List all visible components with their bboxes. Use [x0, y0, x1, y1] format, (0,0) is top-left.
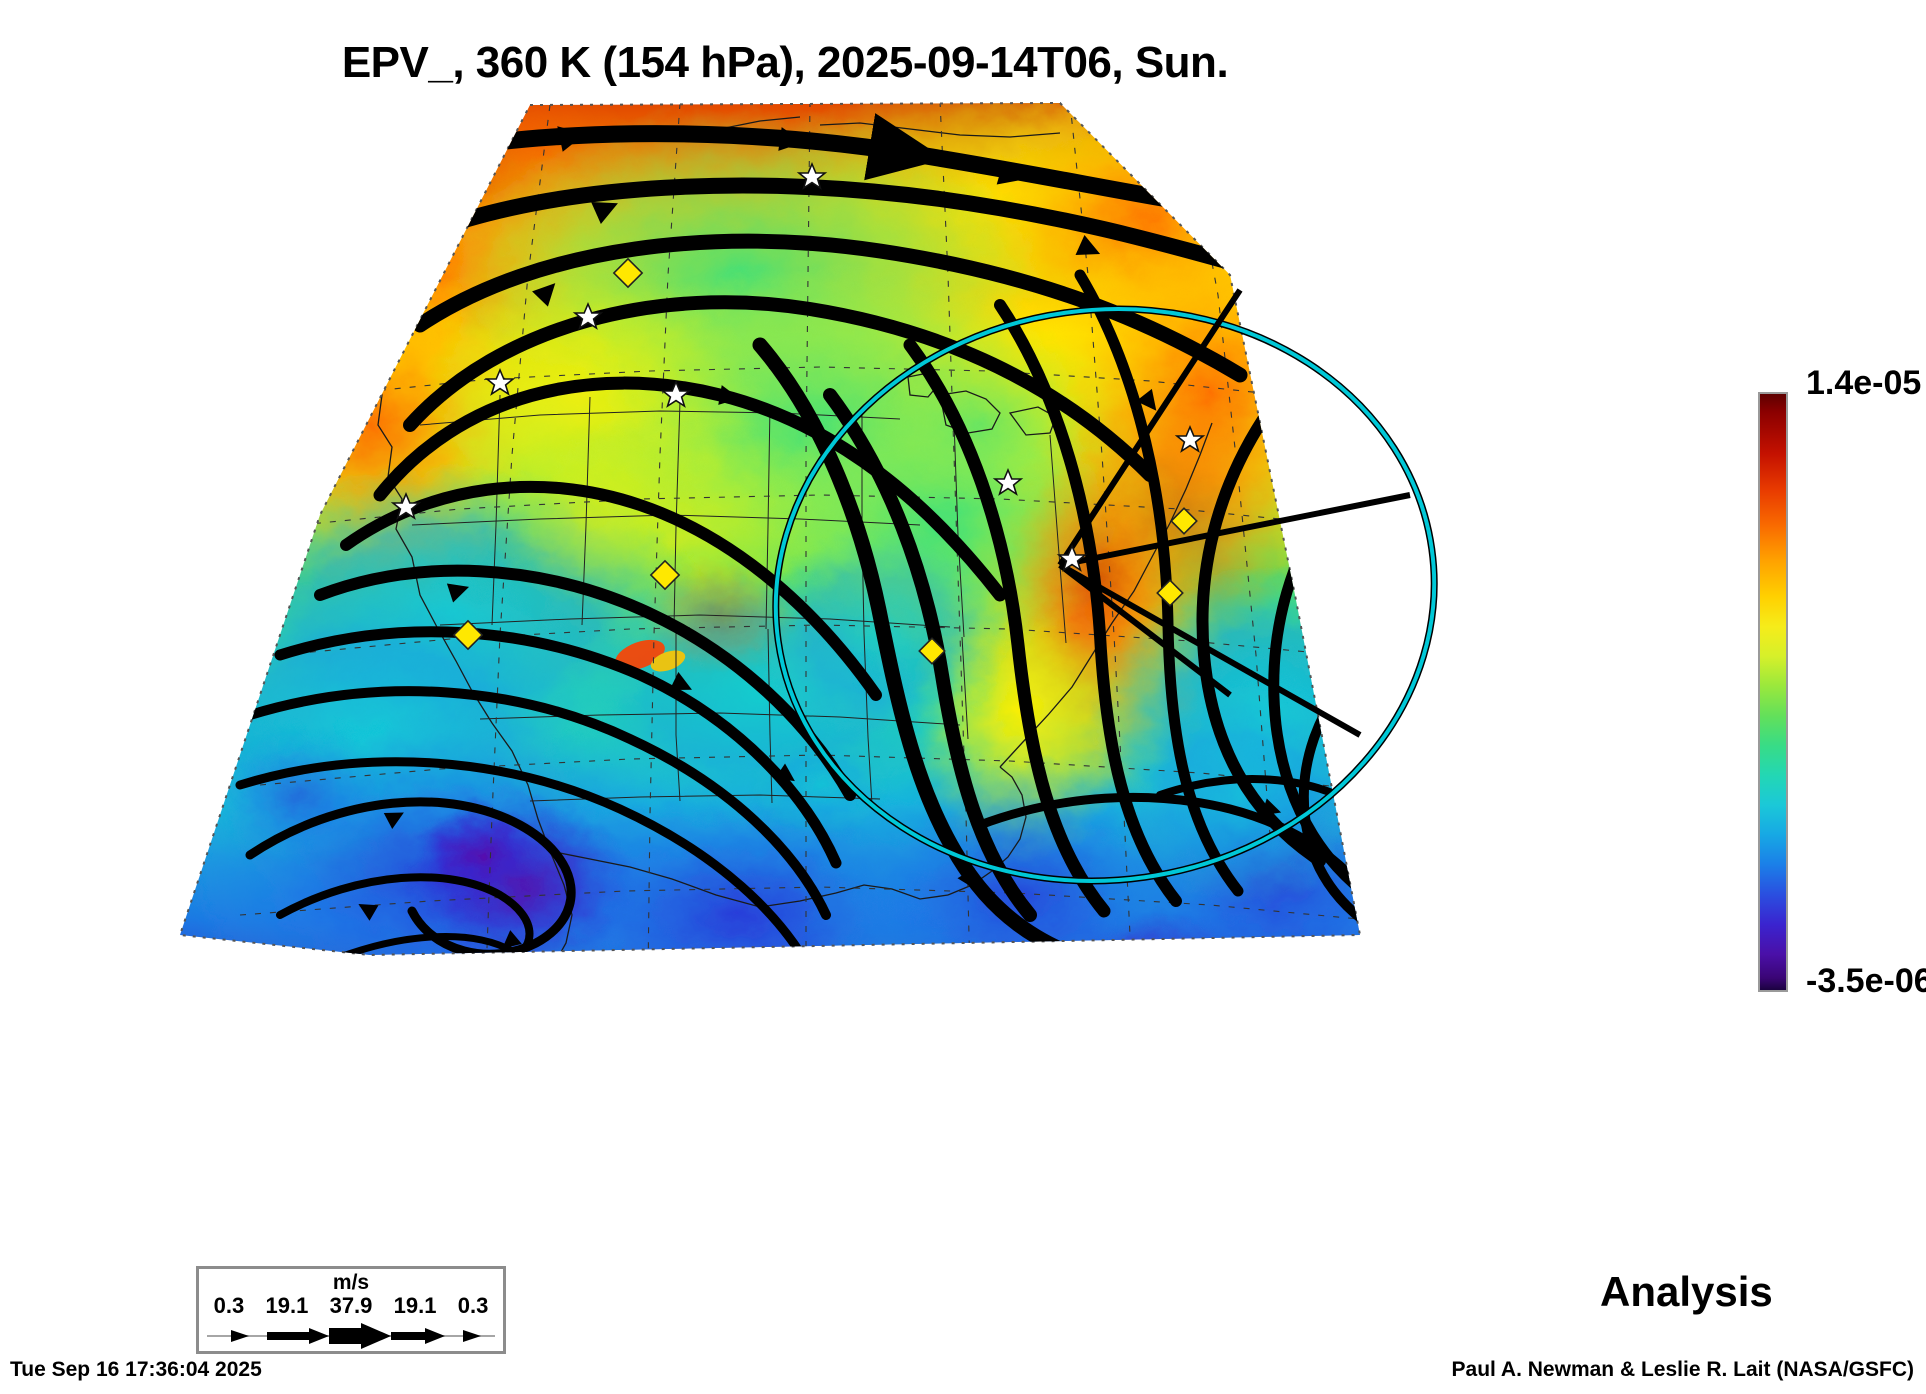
station-marker[interactable] — [796, 161, 828, 190]
colorbar-gradient — [1758, 392, 1788, 992]
station-marker[interactable] — [1174, 424, 1206, 453]
wind-speed-legend: m/s 0.3 19.1 37.9 19.1 0.3 — [196, 1266, 506, 1354]
streamline-arrowheads — [358, 126, 1360, 949]
station-marker[interactable] — [1056, 543, 1088, 572]
station-marker[interactable] — [660, 379, 692, 408]
wind-legend-value: 0.3 — [457, 1293, 489, 1318]
colorbar: 1.4e-05 -3.5e-06 — [1758, 364, 1926, 1000]
author-credit: Paul A. Newman & Leslie R. Lait (NASA/GS… — [1451, 1358, 1914, 1381]
generated-timestamp: Tue Sep 16 17:36:04 2025 — [10, 1358, 262, 1381]
wind-legend-units: m/s — [332, 1271, 370, 1294]
transect-lines — [1057, 288, 1411, 738]
wind-legend-value: 19.1 — [393, 1293, 437, 1318]
station-marker[interactable] — [992, 467, 1024, 496]
station-marker[interactable] — [484, 367, 516, 396]
site-marker[interactable] — [918, 637, 946, 665]
colorbar-min-label: -3.5e-06 — [1806, 962, 1926, 1000]
station-marker[interactable] — [572, 301, 604, 330]
analysis-label: Analysis — [1600, 1268, 1773, 1315]
site-marker[interactable] — [452, 619, 484, 651]
wind-legend-value: 0.3 — [213, 1293, 245, 1318]
map-canvas[interactable] — [120, 95, 1440, 1055]
flight-track-ellipse — [772, 305, 1438, 885]
station-marker[interactable] — [390, 491, 422, 520]
map-boundary — [178, 101, 1362, 957]
site-marker[interactable] — [649, 559, 681, 591]
wind-legend-value: 19.1 — [265, 1293, 309, 1318]
site-markers[interactable] — [452, 257, 1198, 665]
site-marker[interactable] — [1156, 579, 1184, 607]
epv-map[interactable] — [120, 95, 1440, 1055]
station-markers[interactable] — [390, 161, 1206, 572]
site-marker[interactable] — [612, 257, 644, 289]
colorbar-max-label: 1.4e-05 — [1806, 364, 1922, 402]
page-title: EPV_, 360 K (154 hPa), 2025-09-14T06, Su… — [341, 38, 1229, 87]
wind-legend-arrows — [207, 1323, 495, 1349]
site-marker[interactable] — [1170, 507, 1198, 535]
wind-legend-value: 37.9 — [329, 1293, 373, 1318]
wind-legend-values: 0.3 19.1 37.9 19.1 0.3 — [199, 1293, 503, 1319]
